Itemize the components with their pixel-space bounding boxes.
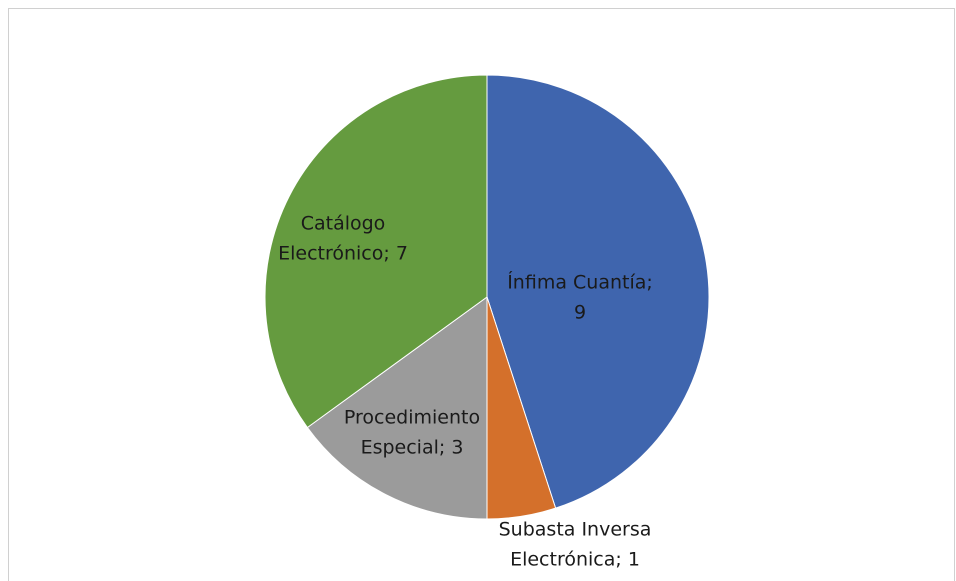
data-label: 9 bbox=[574, 302, 586, 324]
data-label: Electrónica; 1 bbox=[510, 549, 640, 571]
pie-slice bbox=[486, 74, 710, 509]
data-label: Subasta Inversa bbox=[499, 519, 652, 541]
data-label: Ínfima Cuantía; bbox=[507, 271, 653, 294]
data-label: Electrónico; 7 bbox=[278, 243, 408, 265]
data-label: Catálogo bbox=[301, 213, 386, 235]
data-label: Procedimiento bbox=[344, 407, 480, 429]
pie-slice bbox=[306, 296, 488, 520]
data-label: Especial; 3 bbox=[361, 437, 464, 459]
pie-slice bbox=[264, 74, 488, 429]
